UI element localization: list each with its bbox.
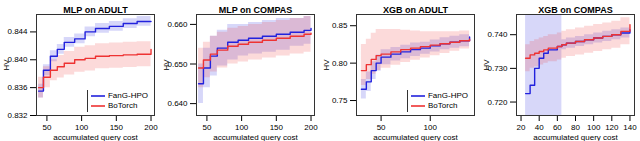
svg-text:HV: HV xyxy=(2,59,11,71)
svg-text:XGB on ADULT: XGB on ADULT xyxy=(383,5,448,15)
svg-text:140: 140 xyxy=(623,123,637,132)
svg-text:60: 60 xyxy=(553,123,562,132)
svg-text:HV: HV xyxy=(162,59,171,71)
svg-text:50: 50 xyxy=(42,123,51,132)
svg-text:0.740: 0.740 xyxy=(487,30,508,39)
svg-text:0.75: 0.75 xyxy=(332,96,348,105)
svg-text:MLP on ADULT: MLP on ADULT xyxy=(63,5,128,15)
svg-text:100: 100 xyxy=(75,123,89,132)
svg-text:HV: HV xyxy=(482,59,491,71)
svg-text:accumulated query cost: accumulated query cost xyxy=(213,133,298,141)
svg-text:200: 200 xyxy=(304,123,318,132)
svg-text:0.720: 0.720 xyxy=(487,98,508,107)
html-text:FanG-HPO: FanG-HPO xyxy=(428,91,468,100)
svg-text:50: 50 xyxy=(202,123,211,132)
svg-text:100: 100 xyxy=(424,123,438,132)
svg-text:0.650: 0.650 xyxy=(167,59,188,69)
svg-text:100: 100 xyxy=(235,123,249,132)
svg-text:20: 20 xyxy=(517,123,526,132)
svg-text:50: 50 xyxy=(377,123,386,132)
svg-text:0.844: 0.844 xyxy=(7,27,28,36)
svg-text:MLP on COMPAS: MLP on COMPAS xyxy=(219,5,293,15)
svg-text:XGB on COMPAS: XGB on COMPAS xyxy=(538,5,612,15)
svg-text:100: 100 xyxy=(587,123,601,132)
svg-text:accumulated query cost: accumulated query cost xyxy=(533,133,618,141)
svg-text:0.840: 0.840 xyxy=(7,55,28,65)
svg-text:0.85: 0.85 xyxy=(332,21,348,30)
svg-text:accumulated query cost: accumulated query cost xyxy=(53,133,138,141)
svg-text:150: 150 xyxy=(270,123,284,132)
svg-text:HV: HV xyxy=(322,59,331,71)
svg-text:0.640: 0.640 xyxy=(167,99,188,108)
svg-text:150: 150 xyxy=(110,123,124,132)
svg-text:120: 120 xyxy=(605,123,619,132)
svg-text:0.730: 0.730 xyxy=(487,63,508,73)
html-text:FanG-HPO: FanG-HPO xyxy=(108,91,148,100)
svg-text:0.660: 0.660 xyxy=(167,20,188,29)
svg-text:0.80: 0.80 xyxy=(332,59,348,68)
svg-text:200: 200 xyxy=(144,123,158,132)
html-text:BoTorch: BoTorch xyxy=(108,101,138,110)
svg-text:80: 80 xyxy=(571,123,580,132)
html-text:BoTorch: BoTorch xyxy=(428,101,458,110)
svg-text:0.836: 0.836 xyxy=(7,83,28,92)
svg-text:0.832: 0.832 xyxy=(7,111,28,120)
svg-text:40: 40 xyxy=(535,123,544,132)
svg-text:accumulated query cost: accumulated query cost xyxy=(373,133,458,141)
